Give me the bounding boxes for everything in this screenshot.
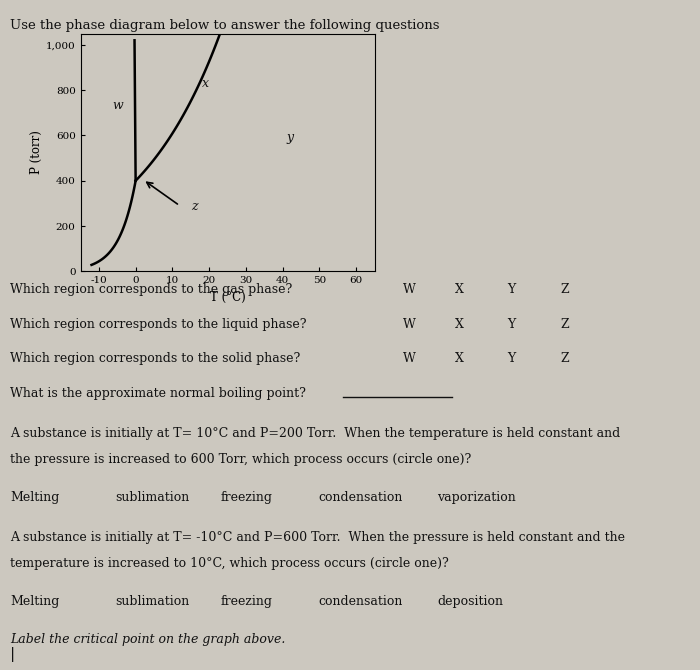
Text: Z: Z <box>560 283 568 295</box>
Text: freezing: freezing <box>220 595 272 608</box>
Text: w: w <box>112 99 122 113</box>
Text: Melting: Melting <box>10 595 60 608</box>
Text: Z: Z <box>560 318 568 330</box>
Text: W: W <box>402 352 415 365</box>
Text: Y: Y <box>508 283 516 295</box>
Text: What is the approximate normal boiling point?: What is the approximate normal boiling p… <box>10 387 307 400</box>
Text: Label the critical point on the graph above.: Label the critical point on the graph ab… <box>10 633 286 647</box>
Text: temperature is increased to 10°C, which process occurs (circle one)?: temperature is increased to 10°C, which … <box>10 557 449 570</box>
Text: Which region corresponds to the gas phase?: Which region corresponds to the gas phas… <box>10 283 293 295</box>
Text: vaporization: vaporization <box>438 491 517 504</box>
Text: freezing: freezing <box>220 491 272 504</box>
Text: X: X <box>455 283 464 295</box>
Text: Which region corresponds to the liquid phase?: Which region corresponds to the liquid p… <box>10 318 307 330</box>
Text: A substance is initially at T= -10°C and P=600 Torr.  When the pressure is held : A substance is initially at T= -10°C and… <box>10 531 626 544</box>
Text: sublimation: sublimation <box>116 595 190 608</box>
Text: Y: Y <box>508 318 516 330</box>
Text: X: X <box>455 352 464 365</box>
Text: Which region corresponds to the solid phase?: Which region corresponds to the solid ph… <box>10 352 301 365</box>
Text: x: x <box>202 77 209 90</box>
X-axis label: T (°C): T (°C) <box>209 291 246 304</box>
Text: condensation: condensation <box>318 595 403 608</box>
Text: Use the phase diagram below to answer the following questions: Use the phase diagram below to answer th… <box>10 19 440 31</box>
Text: W: W <box>402 283 415 295</box>
Text: A substance is initially at T= 10°C and P=200 Torr.  When the temperature is hel: A substance is initially at T= 10°C and … <box>10 427 621 440</box>
Text: the pressure is increased to 600 Torr, which process occurs (circle one)?: the pressure is increased to 600 Torr, w… <box>10 453 472 466</box>
Text: X: X <box>455 318 464 330</box>
Text: z: z <box>191 200 197 213</box>
Text: deposition: deposition <box>438 595 503 608</box>
Text: sublimation: sublimation <box>116 491 190 504</box>
Text: Z: Z <box>560 352 568 365</box>
Text: y: y <box>286 131 293 144</box>
Text: |: | <box>10 647 15 662</box>
Y-axis label: P (torr): P (torr) <box>30 131 43 174</box>
Text: Y: Y <box>508 352 516 365</box>
Text: condensation: condensation <box>318 491 403 504</box>
Text: W: W <box>402 318 415 330</box>
Text: Melting: Melting <box>10 491 60 504</box>
